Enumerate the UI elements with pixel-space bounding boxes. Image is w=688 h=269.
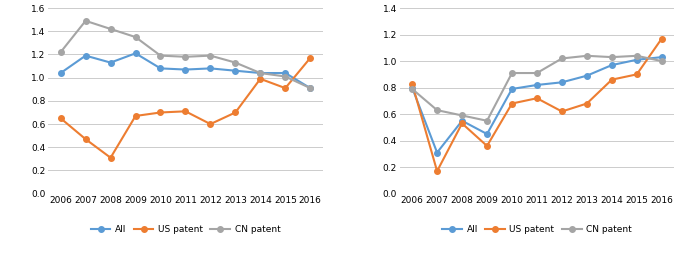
CN patent [483,119,491,122]
All [281,71,290,75]
All [583,74,591,77]
US patent [281,87,290,90]
All [533,83,541,87]
All [608,63,616,67]
CN patent [107,27,115,31]
All [658,55,666,59]
US patent [256,77,264,80]
US patent [306,56,314,59]
US patent [658,37,666,40]
US patent [56,117,65,120]
Line: All: All [409,54,665,155]
All [558,81,566,84]
Line: CN patent: CN patent [58,18,313,91]
Legend: All, US patent, CN patent: All, US patent, CN patent [87,221,284,238]
CN patent [508,71,516,75]
All [107,61,115,64]
CN patent [633,54,641,57]
US patent [107,156,115,159]
US patent [131,114,140,118]
CN patent [408,87,416,91]
US patent [206,122,215,126]
US patent [81,137,89,141]
US patent [156,111,164,114]
CN patent [306,87,314,90]
All [56,71,65,75]
Line: All: All [58,51,313,91]
Legend: All, US patent, CN patent: All, US patent, CN patent [438,221,636,238]
US patent [583,102,591,105]
All [483,132,491,136]
US patent [182,110,190,113]
CN patent [156,54,164,57]
US patent [458,122,466,125]
CN patent [256,71,264,75]
CN patent [533,71,541,75]
CN patent [458,114,466,117]
CN patent [608,55,616,59]
CN patent [182,55,190,58]
Line: CN patent: CN patent [409,53,665,123]
US patent [508,102,516,105]
Line: US patent: US patent [58,55,313,161]
All [508,87,516,91]
US patent [608,78,616,81]
US patent [433,169,441,173]
Line: US patent: US patent [409,36,665,174]
US patent [558,110,566,113]
All [131,52,140,55]
All [182,68,190,71]
All [633,58,641,61]
CN patent [558,57,566,60]
All [458,119,466,122]
US patent [408,82,416,85]
CN patent [583,54,591,57]
CN patent [231,61,239,64]
All [256,71,264,75]
All [231,69,239,72]
CN patent [433,108,441,112]
CN patent [56,51,65,54]
US patent [231,111,239,114]
CN patent [81,19,89,22]
All [306,87,314,90]
US patent [483,144,491,148]
CN patent [658,59,666,63]
All [433,151,441,154]
US patent [633,73,641,76]
All [408,86,416,89]
All [206,67,215,70]
CN patent [281,75,290,78]
All [81,54,89,57]
All [156,67,164,70]
CN patent [206,54,215,57]
CN patent [131,36,140,39]
US patent [533,97,541,100]
